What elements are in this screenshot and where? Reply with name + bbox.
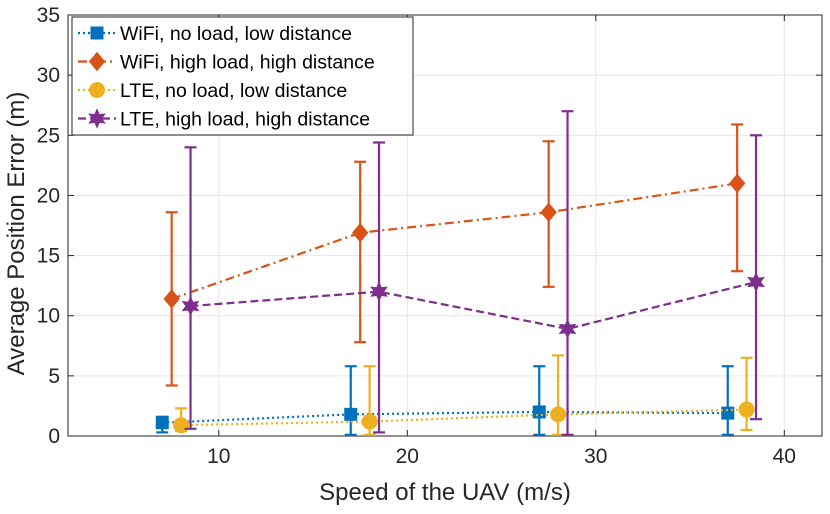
data-point (163, 289, 180, 309)
data-point (540, 202, 557, 223)
legend: WiFi, no load, low distance WiFi, high lo… (71, 16, 414, 136)
data-point (352, 222, 369, 243)
x-axis-label: Speed of the UAV (m/s) (319, 479, 571, 506)
y-tick-label: 25 (37, 124, 60, 147)
x-tick-label: 40 (773, 445, 796, 468)
data-point (729, 173, 746, 194)
series-2 (173, 354, 755, 436)
legend-marker (88, 51, 106, 72)
x-tick-label: 10 (207, 445, 230, 468)
data-point (155, 416, 169, 430)
data-point (344, 407, 358, 421)
axes: 10 20 30 40 0 5 10 15 20 25 30 35 (37, 4, 823, 468)
y-tick-label: 10 (37, 305, 60, 328)
data-point (181, 295, 200, 317)
y-tick-label: 15 (37, 245, 60, 268)
series-line (181, 408, 747, 427)
series-line (171, 182, 738, 300)
plot-area-frame (67, 14, 823, 437)
x-tick-label: 20 (396, 445, 419, 468)
legend-label: LTE, high load, high distance (120, 109, 370, 131)
y-tick-label: 30 (37, 64, 60, 87)
legend-marker (90, 26, 104, 40)
data-point (550, 406, 567, 423)
x-tick-label: 30 (584, 445, 607, 468)
data-point (370, 281, 388, 302)
legend-box (71, 16, 414, 136)
legend-marker (89, 82, 105, 98)
series-line (162, 410, 728, 424)
data-point (361, 413, 378, 430)
y-axis-label: Average Position Error (m) (3, 92, 30, 376)
y-tick-label: 20 (37, 184, 60, 207)
data-point (532, 405, 546, 419)
y-tick-label: 5 (48, 365, 60, 388)
legend-label: LTE, no load, low distance (120, 80, 347, 102)
series-1 (163, 123, 746, 387)
data-point (173, 417, 190, 434)
data-point (747, 271, 765, 293)
legend-label: WiFi, high load, high distance (120, 52, 375, 74)
data-point (558, 318, 577, 340)
legend-label: WiFi, no load, low distance (120, 23, 352, 45)
series-line (190, 280, 757, 331)
y-tick-label: 35 (37, 4, 60, 27)
series-3 (181, 110, 765, 436)
legend-marker (88, 108, 106, 129)
series-group (155, 110, 765, 436)
data-point (721, 406, 735, 420)
data-point (738, 401, 755, 418)
y-tick-label: 0 (48, 425, 60, 448)
